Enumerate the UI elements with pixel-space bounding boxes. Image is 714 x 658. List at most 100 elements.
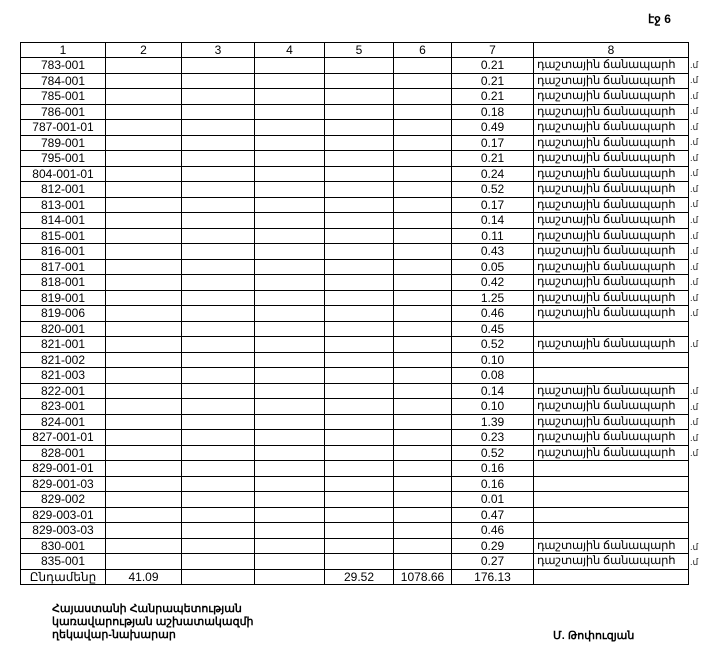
table-row: 829-003-03 0.46 — [20, 522, 689, 539]
area-value: 0.17 — [451, 134, 534, 151]
col2-cell — [105, 258, 182, 275]
table-row: 813-001 0.17 դաշտային ճանապարհ — [20, 196, 689, 213]
col2-cell — [105, 429, 182, 446]
area-value: 0.23 — [451, 429, 534, 446]
land-use-type: դաշտային ճանապարհ — [533, 537, 689, 554]
table-row: 816-001 0.43 դաշտային ճանապարհ — [20, 243, 689, 260]
col6-cell — [393, 258, 452, 275]
col3-cell — [181, 243, 255, 260]
table-row: 795-001 0.21 դաշտային ճանապարհ — [20, 150, 689, 167]
header-row: 1 2 3 4 5 6 7 8 — [20, 42, 689, 58]
margin-mark: .մ — [690, 183, 699, 194]
page-number: էջ 6 — [648, 12, 671, 26]
col5-cell — [324, 289, 394, 306]
parcel-number: 784-001 — [20, 72, 106, 89]
table-row: 829-003-01 0.47 — [20, 506, 689, 523]
col3-cell — [181, 274, 255, 291]
margin-mark: .մ — [690, 230, 699, 241]
col3-cell — [181, 103, 255, 120]
area-value: 0.45 — [451, 320, 534, 337]
col-header: 6 — [393, 42, 452, 58]
col5-cell — [324, 491, 394, 508]
margin-mark — [690, 353, 714, 369]
col4-cell — [254, 553, 325, 570]
col6-cell — [393, 181, 452, 198]
area-value: 0.01 — [451, 491, 534, 508]
col5-cell — [324, 351, 394, 368]
parcel-number: 821-002 — [20, 351, 106, 368]
col2-cell — [105, 336, 182, 353]
margin-mark: .մ — [690, 215, 699, 226]
col4-cell — [254, 305, 325, 322]
col2-cell — [105, 460, 182, 477]
col4-cell — [254, 475, 325, 492]
col2-cell — [105, 320, 182, 337]
col5-cell — [324, 444, 394, 461]
margin-mark: .մ — [690, 152, 699, 163]
margin-mark: .մ — [690, 339, 699, 350]
col6-cell — [393, 243, 452, 260]
land-use-type: դաշտային ճանապարհ — [533, 398, 689, 415]
total-col3 — [181, 568, 255, 585]
col-header: 4 — [254, 42, 325, 58]
col5-cell — [324, 305, 394, 322]
margin-mark — [690, 508, 714, 524]
margin-mark — [690, 524, 714, 540]
col3-cell — [181, 196, 255, 213]
col2-cell — [105, 165, 182, 182]
margin-mark: .մ — [690, 292, 699, 303]
col3-cell — [181, 522, 255, 539]
col3-cell — [181, 351, 255, 368]
table-row: 823-001 0.10 դաշտային ճանապարհ — [20, 398, 689, 415]
land-use-type: դաշտային ճանապարհ — [533, 227, 689, 244]
area-value: 0.46 — [451, 522, 534, 539]
col2-cell — [105, 444, 182, 461]
col4-cell — [254, 367, 325, 384]
col2-cell — [105, 351, 182, 368]
parcel-number: 785-001 — [20, 88, 106, 105]
col5-cell — [324, 165, 394, 182]
col6-cell — [393, 398, 452, 415]
col5-cell — [324, 103, 394, 120]
parcel-number: 829-003-03 — [20, 522, 106, 539]
col2-cell — [105, 134, 182, 151]
land-table: 1 2 3 4 5 6 7 8 783-001 0.21 դաշտային ճանա… — [20, 42, 689, 585]
col6-cell — [393, 336, 452, 353]
col-header: 1 — [20, 42, 106, 58]
table-row: 835-001 0.27 դաշտային ճանապարհ — [20, 553, 689, 570]
land-use-type: դաշտային ճանապարհ — [533, 274, 689, 291]
land-use-type: դաշտային ճանապարհ — [533, 258, 689, 275]
col2-cell — [105, 181, 182, 198]
col5-cell — [324, 553, 394, 570]
area-value: 0.52 — [451, 336, 534, 353]
col5-cell — [324, 475, 394, 492]
margin-mark: .մ — [690, 417, 699, 428]
table-row: 789-001 0.17 դաշտային ճանապարհ — [20, 134, 689, 151]
col5-cell — [324, 382, 394, 399]
col6-cell — [393, 444, 452, 461]
col4-cell — [254, 165, 325, 182]
col5-cell — [324, 522, 394, 539]
land-use-type — [533, 506, 689, 523]
col5-cell — [324, 274, 394, 291]
signatory: Մ. Թոփուզյան — [553, 630, 635, 642]
col4-cell — [254, 320, 325, 337]
col4-cell — [254, 460, 325, 477]
margin-mark: .մ — [690, 137, 699, 148]
col3-cell — [181, 398, 255, 415]
area-value: 0.21 — [451, 57, 534, 74]
land-use-type: դաշտային ճանապարհ — [533, 72, 689, 89]
footer-line: ղեկավար-նախարար — [52, 629, 176, 641]
table-row: 818-001 0.42 դաշտային ճանապարհ — [20, 274, 689, 291]
area-value: 0.24 — [451, 165, 534, 182]
parcel-number: 817-001 — [20, 258, 106, 275]
margin-mark — [690, 477, 714, 493]
col3-cell — [181, 382, 255, 399]
land-use-type: դաշտային ճանապարհ — [533, 382, 689, 399]
land-use-type: դաշտային ճանապարհ — [533, 243, 689, 260]
col3-cell — [181, 537, 255, 554]
col4-cell — [254, 444, 325, 461]
col4-cell — [254, 506, 325, 523]
land-use-type: դաշտային ճանապարհ — [533, 336, 689, 353]
total-col4 — [254, 568, 325, 585]
